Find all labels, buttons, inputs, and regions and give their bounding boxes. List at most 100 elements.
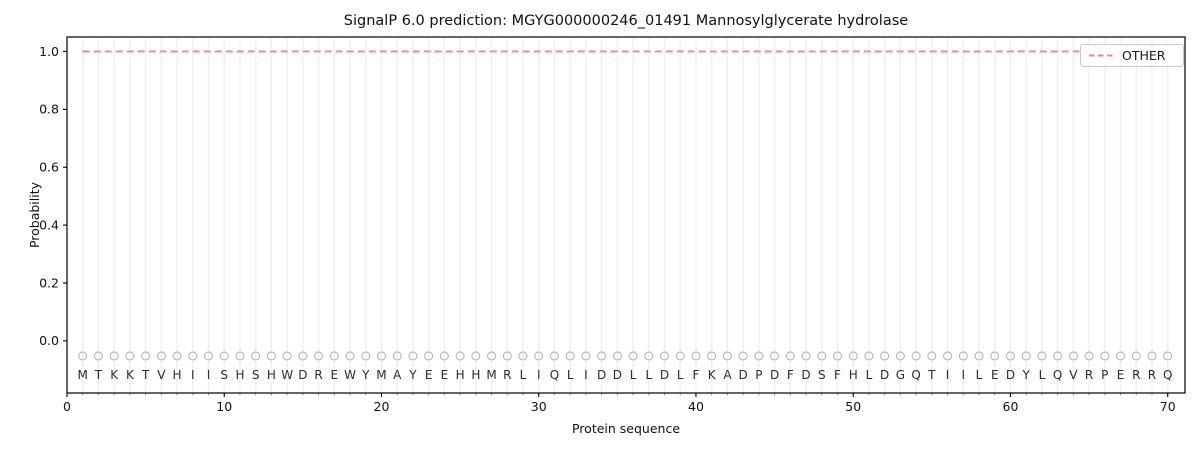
sequence-letter: R xyxy=(314,368,322,382)
sequence-letter: D xyxy=(660,368,669,382)
residue-marker xyxy=(502,351,512,361)
sequence-letter: W xyxy=(281,368,293,382)
sequence-letter: E xyxy=(1117,368,1125,382)
residue-marker xyxy=(314,351,324,361)
residue-marker xyxy=(392,351,402,361)
sequence-letter: R xyxy=(503,368,511,382)
y-axis-label: Probability xyxy=(27,181,42,249)
y-tick-label: 0.8 xyxy=(39,102,59,117)
sequence-letter: V xyxy=(157,368,166,382)
sequence-letter: K xyxy=(110,368,119,382)
legend-box: OTHER xyxy=(1080,44,1184,67)
residue-marker xyxy=(549,351,560,361)
residue-marker xyxy=(361,351,371,361)
residue-marker xyxy=(675,351,685,361)
residue-marker xyxy=(691,351,701,361)
sequence-letter: S xyxy=(818,368,826,382)
residue-marker xyxy=(1037,351,1047,361)
plot-frame xyxy=(66,36,1186,394)
sequence-letter: Q xyxy=(550,368,559,382)
residue-marker xyxy=(219,351,229,361)
sequence-letter: E xyxy=(331,368,339,382)
residue-marker xyxy=(1084,351,1094,361)
sequence-letter: P xyxy=(1101,368,1108,382)
residue-marker xyxy=(345,351,355,361)
y-tick-label: 1.0 xyxy=(39,44,59,59)
sequence-letter: D xyxy=(801,368,810,382)
residue-marker xyxy=(141,351,151,361)
residue-marker xyxy=(864,351,874,361)
residue-marker xyxy=(565,351,575,361)
sequence-letter: M xyxy=(376,368,386,382)
residue-marker xyxy=(785,351,795,361)
y-tick-label: 0.6 xyxy=(39,160,59,175)
sequence-letter: H xyxy=(235,368,244,382)
residue-marker xyxy=(581,351,591,361)
sequence-letter: E xyxy=(425,368,433,382)
sequence-letter: Q xyxy=(911,368,920,382)
residue-marker xyxy=(376,351,387,361)
sequence-letter: T xyxy=(141,368,150,382)
sequence-letter: M xyxy=(78,368,88,382)
residue-marker xyxy=(832,351,843,361)
sequence-letter: L xyxy=(630,368,637,382)
sequence-letter: D xyxy=(613,368,622,382)
sequence-letter: F xyxy=(787,368,794,382)
chart-title: SignalP 6.0 prediction: MGYG000000246_01… xyxy=(343,13,909,29)
residue-marker xyxy=(424,351,434,361)
sequence-letter: T xyxy=(927,368,936,382)
y-tick-label: 0.4 xyxy=(39,217,59,232)
sequence-letter: Y xyxy=(408,368,417,382)
residue-marker xyxy=(78,351,88,361)
residue-marker xyxy=(974,351,984,361)
residue-marker xyxy=(439,351,449,361)
residue-marker xyxy=(738,351,748,361)
legend-entry-label: OTHER xyxy=(1122,48,1166,63)
sequence-letter: E xyxy=(441,368,449,382)
sequence-letter: V xyxy=(1069,368,1078,382)
sequence-letter: D xyxy=(770,368,779,382)
residue-marker xyxy=(329,351,339,361)
sequence-letter: I xyxy=(191,368,195,382)
residue-marker xyxy=(895,351,905,361)
residue-marker xyxy=(487,351,497,361)
residue-marker xyxy=(1147,351,1157,361)
residue-marker xyxy=(754,351,764,361)
sequence-letter: D xyxy=(597,368,606,382)
residue-marker xyxy=(722,351,732,361)
residue-marker xyxy=(1053,351,1063,361)
sequence-letter: K xyxy=(126,368,135,382)
sequence-letter: G xyxy=(896,368,905,382)
x-tick-label: 30 xyxy=(531,399,547,414)
sequence-letter: I xyxy=(537,368,541,382)
residue-marker xyxy=(612,351,622,361)
residue-marker xyxy=(1021,351,1031,361)
residue-marker xyxy=(534,351,544,361)
residue-marker xyxy=(93,351,103,361)
residue-marker xyxy=(266,351,276,361)
x-tick-label: 20 xyxy=(374,399,390,414)
x-tick-label: 0 xyxy=(63,399,71,414)
residue-marker xyxy=(251,351,261,361)
sequence-letter: M xyxy=(486,368,496,382)
x-tick-label: 70 xyxy=(1160,399,1176,414)
sequence-letter: H xyxy=(456,368,465,382)
sequence-letter: F xyxy=(693,368,700,382)
residue-marker xyxy=(848,351,858,361)
sequence-letter: K xyxy=(708,368,717,382)
sequence-letter: L xyxy=(520,368,527,382)
residue-marker xyxy=(156,351,166,361)
residue-marker xyxy=(1131,351,1141,361)
sequence-letter: I xyxy=(946,368,950,382)
sequence-letter: Y xyxy=(361,368,370,382)
residue-marker xyxy=(943,351,953,361)
x-axis-label: Protein sequence xyxy=(571,421,681,436)
sequence-letter: Q xyxy=(1053,368,1062,382)
residue-marker xyxy=(644,351,654,361)
sequence-letter: R xyxy=(1148,368,1156,382)
sequence-letter: L xyxy=(567,368,574,382)
sequence-letter: Y xyxy=(1022,368,1031,382)
sequence-letter: W xyxy=(344,368,356,382)
